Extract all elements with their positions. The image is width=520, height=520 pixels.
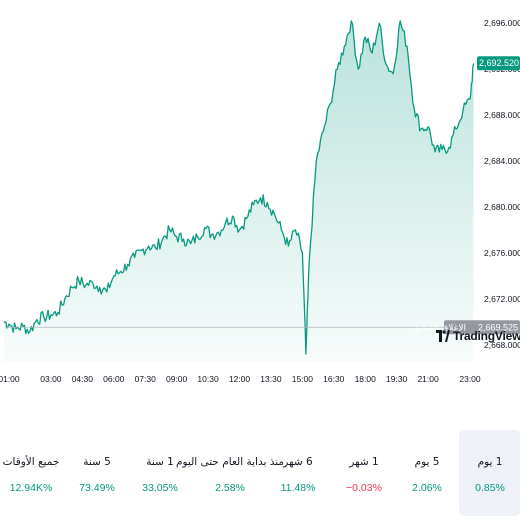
price-area-fill — [3, 20, 474, 363]
last-price-badge — [477, 56, 520, 71]
x-tick-label: 09:00 — [166, 374, 188, 384]
y-tick-label: 2,680.000 — [484, 202, 520, 212]
period-label: جميع الأوقات — [2, 456, 60, 468]
y-tick-label: 2,676.000 — [484, 248, 520, 258]
x-tick-label: 12:00 — [229, 374, 251, 384]
period-tab[interactable]: جميع الأوقات 12.94K% — [0, 430, 91, 516]
x-tick-label: 13:30 — [260, 374, 282, 384]
period-label: 1 يوم — [477, 456, 503, 468]
y-tick-label: 2,696.000 — [484, 18, 520, 28]
period-tab[interactable]: 1 شهر −0.03% — [304, 430, 424, 516]
y-tick-label: 2,672.000 — [484, 294, 520, 304]
price-chart[interactable]: 2,696.0002,692.0002,688.0002,684.0002,68… — [0, 0, 520, 392]
period-change: 33.05% — [142, 482, 178, 494]
period-label: منذ بداية العام حتى اليوم — [175, 456, 285, 468]
chart-canvas[interactable]: 2,696.0002,692.0002,688.0002,684.0002,68… — [0, 0, 520, 392]
x-tick-label: 21:00 — [417, 374, 439, 384]
period-tab[interactable]: 5 يوم 2.06% — [367, 430, 487, 516]
x-tick-label: 23:00 — [459, 374, 481, 384]
period-label: 5 سنة — [83, 456, 111, 468]
period-change: −0.03% — [346, 482, 382, 494]
period-label: 6 شهر — [283, 456, 313, 468]
x-tick-label: 16:30 — [323, 374, 345, 384]
period-label: 5 يوم — [414, 456, 440, 468]
previous-close-badge — [464, 320, 520, 335]
last-price-value: 2,692.520 — [479, 58, 519, 68]
performance-periods: 1 يوم 0.85% 5 يوم 2.06% 1 شهر −0.03% 6 شهر 11.4… — [0, 430, 520, 520]
period-tab[interactable]: 1 سنة 33.05% — [100, 430, 220, 516]
previous-close-label: الإغلاق السابق — [413, 322, 466, 333]
period-change: 73.49% — [79, 482, 115, 494]
period-change: 11.48% — [280, 482, 316, 494]
tradingview-logo[interactable]: TradingView — [436, 328, 520, 344]
period-tab[interactable]: 6 شهر 11.48% — [238, 430, 358, 516]
period-tab[interactable]: 1 يوم 0.85% — [459, 430, 520, 516]
x-tick-label: 04:30 — [72, 374, 94, 384]
period-tab[interactable]: منذ بداية العام حتى اليوم 2.58% — [170, 430, 290, 516]
tradingview-logo-icon — [436, 330, 450, 342]
x-tick-label: 19:30 — [386, 374, 408, 384]
price-line — [3, 20, 475, 355]
period-tab[interactable]: 5 سنة 73.49% — [37, 430, 157, 516]
x-tick-label: 06:00 — [103, 374, 125, 384]
period-label: 1 شهر — [349, 456, 379, 468]
x-tick-label: 18:00 — [355, 374, 377, 384]
period-change: 2.58% — [215, 482, 245, 494]
y-tick-label: 2,668.000 — [484, 340, 520, 350]
x-tick-label: 07:30 — [135, 374, 157, 384]
x-tick-label: 03:00 — [40, 374, 62, 384]
previous-close-value: 2,669.525 — [478, 322, 518, 332]
period-change: 2.06% — [412, 482, 442, 494]
x-tick-label: 15:00 — [292, 374, 314, 384]
tradingview-logo-text: TradingView — [453, 329, 520, 343]
x-tick-label: 10:30 — [197, 374, 219, 384]
period-label: 1 سنة — [146, 456, 174, 468]
y-tick-label: 2,684.000 — [484, 156, 520, 166]
x-tick-label: 01:00 — [0, 374, 20, 384]
period-change: 12.94K% — [9, 482, 53, 494]
y-tick-label: 2,688.000 — [484, 110, 520, 120]
period-change: 0.85% — [475, 482, 505, 494]
